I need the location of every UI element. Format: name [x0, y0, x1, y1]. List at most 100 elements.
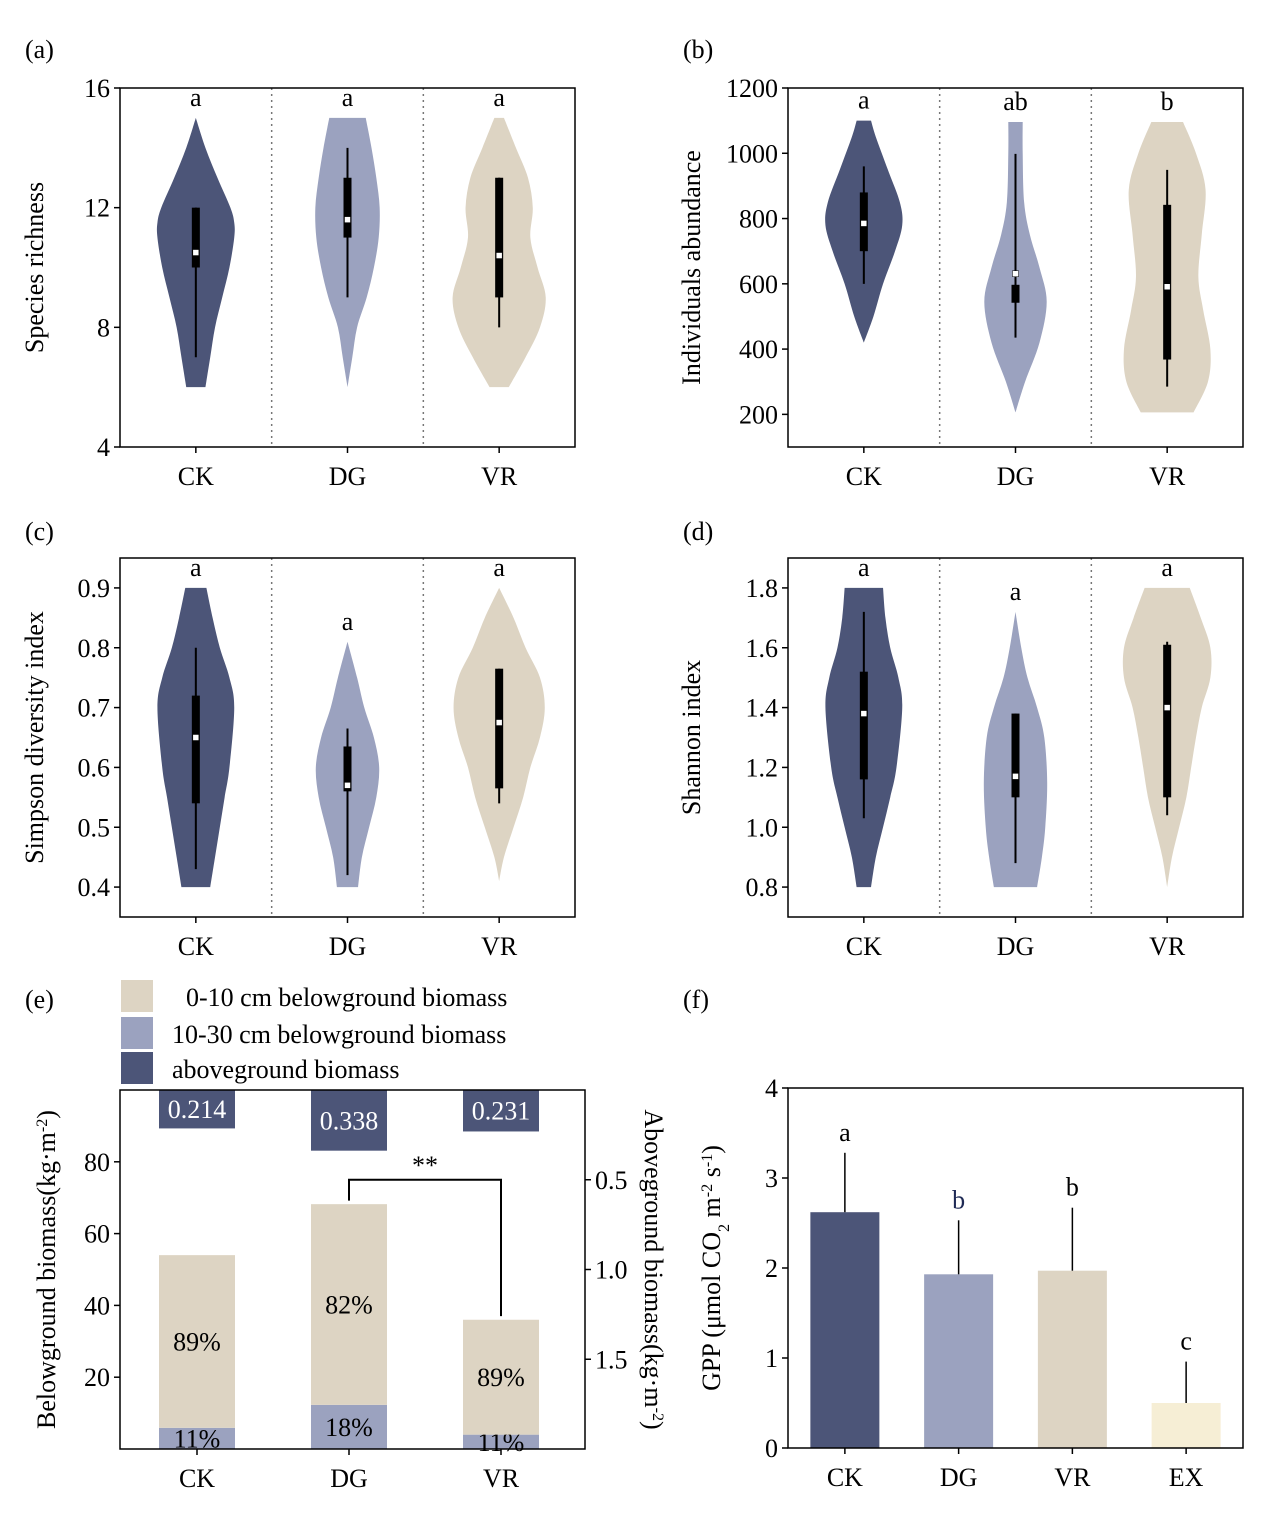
x-tick-label: DG — [997, 462, 1035, 491]
legend-swatch — [121, 980, 153, 1012]
label-segment: Aboveground biomass(kg·m — [639, 1109, 668, 1407]
bar-value-label: 0.338 — [320, 1106, 379, 1135]
significance-letter: c — [1180, 1327, 1192, 1356]
x-tick-label: DG — [997, 932, 1035, 961]
plot-frame — [787, 87, 1244, 448]
y-axis-label: Species richness — [20, 182, 49, 353]
y-tick-label: 16 — [84, 74, 110, 103]
panel-b: (b) 200 400 600 800 1000 1200 CK DG VR Individuals… — [677, 35, 1244, 491]
label-segment: ) — [697, 1145, 726, 1154]
y-tick-label: 1.4 — [746, 694, 779, 723]
x-tick-label: VR — [483, 1464, 520, 1493]
iqr-box — [495, 668, 504, 789]
y-tick-label: 0.5 — [78, 813, 111, 842]
panel-label: (e) — [25, 985, 54, 1014]
iqr-box — [1011, 284, 1020, 303]
label-segment: ) — [32, 1110, 61, 1119]
y-right-axis-label: Aboveground biomass(kg·m-2) — [639, 1109, 668, 1429]
x-tick-label: DG — [329, 932, 367, 961]
bar-10-30cm-CK — [159, 1427, 235, 1449]
bar-value-label: 0.231 — [472, 1097, 531, 1126]
label-segment: -2 — [650, 1408, 667, 1421]
panel-label: (f) — [683, 985, 709, 1014]
y-right-tick-label: 1.5 — [595, 1345, 628, 1374]
significance-letter: b — [1066, 1173, 1079, 1202]
significance-letter: a — [839, 1118, 851, 1147]
x-tick-label: DG — [940, 1463, 978, 1492]
label-segment: -1 — [699, 1154, 716, 1167]
y-tick-label: 0.8 — [78, 634, 111, 663]
significance-letter: a — [342, 83, 354, 112]
bar-0-10cm-DG — [311, 1204, 387, 1405]
y-tick-label: 1000 — [726, 139, 778, 168]
median-marker — [1163, 704, 1171, 711]
bar-0-10cm-VR — [463, 1319, 539, 1435]
plot-frame — [119, 1089, 586, 1450]
y-tick-label: 40 — [84, 1291, 110, 1320]
median-marker — [1012, 270, 1019, 277]
y-tick-label: 1200 — [726, 74, 778, 103]
panel-c: (c) 0.4 0.5 0.6 0.7 0.8 0.9 CK DG VR Simpson diver… — [20, 517, 576, 961]
significance-letter: a — [858, 86, 870, 115]
label-segment: GPP (μmol CO — [697, 1232, 726, 1391]
legend-label: 0-10 cm belowground biomass — [186, 983, 507, 1012]
significance-letter: b — [1161, 87, 1174, 116]
y-axis-label: Shannon index — [677, 660, 706, 815]
label-segment: 2 — [716, 1224, 733, 1232]
y-right-tick-label: 0.5 — [595, 1166, 628, 1195]
y-tick-label: 80 — [84, 1148, 110, 1177]
bar-percent-label: 82% — [325, 1291, 373, 1320]
y-tick-label: 1.6 — [746, 634, 779, 663]
x-tick-label: EX — [1169, 1463, 1204, 1492]
label-segment: m — [697, 1197, 726, 1224]
bar-DG — [924, 1274, 994, 1448]
bar-CK — [810, 1212, 880, 1448]
y-tick-label: 1 — [765, 1344, 778, 1373]
label-segment: Belowground biomass(kg·m — [32, 1132, 61, 1429]
x-tick-label: VR — [481, 462, 518, 491]
y-tick-label: 1.0 — [746, 813, 779, 842]
significance-letter: ab — [1003, 87, 1028, 116]
x-tick-label: VR — [1149, 932, 1186, 961]
iqr-box — [859, 671, 868, 780]
iqr-box — [343, 746, 352, 792]
label-segment: Simpson diversity index — [20, 611, 49, 864]
y-tick-label: 1.8 — [746, 574, 779, 603]
x-tick-label: DG — [329, 462, 367, 491]
significance-letter: a — [190, 83, 202, 112]
median-marker — [1012, 773, 1019, 780]
median-marker — [860, 710, 868, 717]
median-marker — [192, 249, 200, 256]
significance-letter: b — [952, 1185, 965, 1214]
panel-label: (b) — [683, 35, 713, 64]
legend-label: 10-30 cm belowground biomass — [172, 1020, 506, 1049]
y-tick-label: 8 — [97, 313, 110, 342]
y-tick-label: 3 — [765, 1164, 778, 1193]
plot-frame — [119, 87, 576, 448]
median-marker — [860, 220, 868, 227]
significance-letter: a — [342, 607, 354, 636]
bar-10-30cm-VR — [463, 1434, 539, 1449]
bar-percent-label: 89% — [477, 1363, 525, 1392]
x-tick-label: DG — [330, 1464, 368, 1493]
x-tick-label: VR — [481, 932, 518, 961]
y-tick-label: 200 — [739, 400, 778, 429]
y-tick-label: 1.2 — [746, 753, 779, 782]
panel-e: (e) 20 40 60 80 CK DG VR Belowground biomass(kg·… — [25, 980, 668, 1493]
bar-aboveground-CK — [159, 1090, 235, 1129]
significance-letter: a — [190, 553, 202, 582]
bar-aboveground-DG — [311, 1090, 387, 1151]
iqr-box — [495, 177, 504, 298]
bar-EX — [1151, 1403, 1221, 1448]
y-axis-label: Simpson diversity index — [20, 611, 49, 864]
y-tick-label: 4 — [97, 433, 110, 462]
panel-label: (c) — [25, 517, 54, 546]
label-segment: ) — [639, 1421, 668, 1430]
iqr-box — [1011, 713, 1020, 798]
significance-bracket — [348, 1178, 502, 1317]
label-segment: -2 — [34, 1119, 51, 1132]
bar-0-10cm-CK — [159, 1255, 235, 1428]
y-tick-label: 4 — [765, 1074, 778, 1103]
panel-a: (a) 4 8 12 16 CK DG VR Species richness a a a — [20, 35, 576, 491]
